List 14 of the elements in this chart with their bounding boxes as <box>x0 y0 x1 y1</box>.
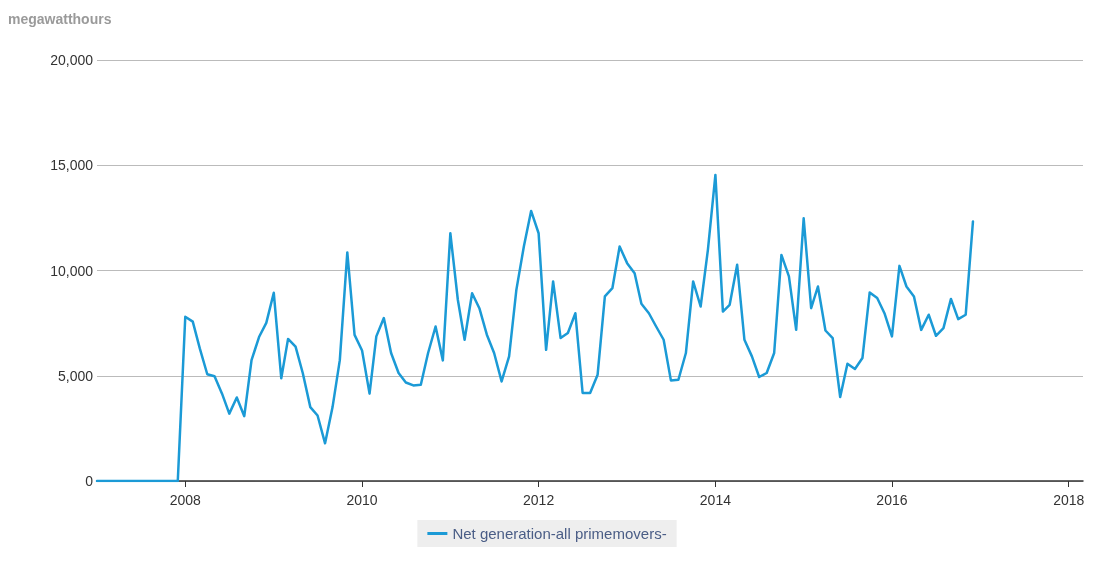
line-series <box>95 173 975 483</box>
x-tick-label: 2016 <box>876 492 908 508</box>
y-axis-title: megawatthours <box>8 11 112 27</box>
y-tick-label: 15,000 <box>50 157 94 174</box>
y-tick-label: 0 <box>85 473 94 489</box>
x-tick-label: 2008 <box>169 492 202 508</box>
y-tick-label: 5,000 <box>57 367 94 384</box>
x-tick-label: 2018 <box>1053 492 1085 508</box>
y-tick-label: 20,000 <box>50 52 94 68</box>
x-tick-label: 2010 <box>346 492 378 508</box>
x-tick-label: 2012 <box>523 492 555 508</box>
y-tick-label: 10,000 <box>50 262 94 279</box>
legend-label: Net generation-all primemovers- <box>452 525 667 542</box>
x-tick-label: 2014 <box>699 492 732 508</box>
